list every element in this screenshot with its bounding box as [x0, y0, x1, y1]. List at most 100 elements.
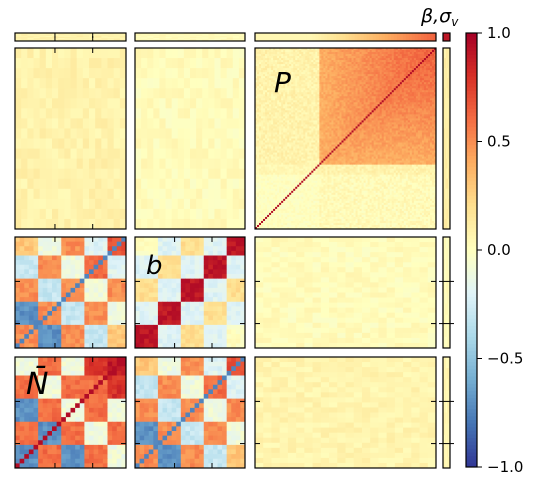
heat-cell [277, 86, 280, 89]
heat-cell [28, 237, 34, 243]
heat-cell [171, 334, 177, 340]
heat-cell [98, 366, 104, 372]
heat-cell [144, 444, 150, 450]
heat-cell [102, 444, 108, 450]
heat-cell [401, 90, 405, 93]
heat-cell [301, 62, 304, 65]
heat-cell [277, 52, 280, 55]
heat-cell [401, 100, 405, 103]
heat-cell [176, 463, 182, 469]
heat-cell [208, 250, 214, 256]
heat-cell [28, 375, 34, 381]
heat-cell [307, 64, 310, 67]
heat-cell [327, 50, 330, 53]
heat-cell [42, 278, 48, 284]
heat-cell [393, 104, 397, 107]
heat-cell [265, 92, 268, 95]
heat-cell [176, 412, 182, 418]
heat-cell [107, 454, 113, 460]
heat-cell [89, 458, 95, 464]
heat-cell [417, 92, 421, 95]
heat-cell [345, 50, 348, 53]
heat-cell [427, 80, 431, 83]
heat-cell [409, 66, 413, 69]
heat-cell [38, 311, 44, 317]
heat-cell [222, 366, 228, 372]
heat-cell [349, 68, 352, 71]
heat-cell [299, 58, 302, 61]
heat-cell [84, 458, 90, 464]
heat-cell [279, 104, 282, 107]
heat-cell [407, 48, 411, 51]
heat-cell [277, 102, 280, 105]
heat-cell [377, 106, 381, 109]
heat-cell [15, 338, 21, 344]
heat-cell [331, 82, 334, 85]
heat-cell [42, 283, 48, 289]
heat-cell [411, 66, 415, 69]
heat-cell [148, 394, 154, 400]
heat-cell [323, 54, 326, 57]
heat-cell [33, 384, 39, 390]
heat-cell [102, 246, 108, 252]
heat-cell [387, 92, 391, 95]
heat-cell [135, 246, 140, 252]
heat-cell [75, 463, 81, 469]
heat-cell [171, 384, 177, 390]
heat-cell [295, 56, 298, 59]
heat-cell [112, 241, 118, 247]
heat-cell [171, 287, 177, 293]
heat-cell [93, 274, 99, 280]
heat-cell [153, 274, 159, 280]
heat-cell [19, 301, 25, 307]
heat-cell [56, 278, 62, 284]
heat-cell [295, 84, 298, 87]
heat-cell [33, 311, 39, 317]
heat-cell [315, 102, 318, 105]
heat-cell [135, 431, 140, 437]
heat-cell [47, 329, 53, 335]
heat-cell [208, 366, 214, 372]
heat-cell [365, 50, 369, 53]
heat-cell [148, 343, 154, 349]
heat-cell [171, 329, 177, 335]
heat-cell [315, 70, 318, 73]
heat-cell [185, 389, 191, 395]
heat-cell [226, 398, 232, 404]
heat-cell [15, 324, 21, 330]
heat-cell [343, 58, 346, 61]
heat-cell [287, 68, 290, 71]
heat-cell [84, 264, 90, 270]
heat-cell [339, 58, 342, 61]
heat-cell [98, 458, 104, 464]
heat-cell [415, 66, 419, 69]
heat-cell [313, 82, 316, 85]
heat-cell [329, 72, 332, 75]
heat-cell [33, 338, 39, 344]
heat-cell [325, 78, 328, 81]
heat-cell [317, 86, 320, 89]
heat-cell [411, 84, 415, 87]
heat-cell [148, 283, 154, 289]
heat-cell [371, 86, 375, 89]
heat-cell [93, 412, 99, 418]
heat-cell [259, 98, 262, 101]
heat-cell [176, 343, 182, 349]
heat-cell [255, 76, 258, 79]
heat-cell [135, 338, 140, 344]
heat-cell [65, 361, 71, 367]
heat-cell [79, 384, 85, 390]
heat-cell [102, 370, 108, 376]
heat-cell [226, 394, 232, 400]
heat-cell [313, 72, 316, 75]
heat-cell [393, 48, 397, 51]
heat-cell [157, 250, 163, 256]
heat-cell [102, 306, 108, 312]
heat-cell [235, 435, 241, 441]
heat-cell [333, 78, 336, 81]
heat-cell [285, 68, 288, 71]
heat-cell [121, 454, 127, 460]
heat-cell [190, 334, 195, 340]
heat-cell [411, 104, 415, 107]
heat-cell [112, 343, 118, 349]
